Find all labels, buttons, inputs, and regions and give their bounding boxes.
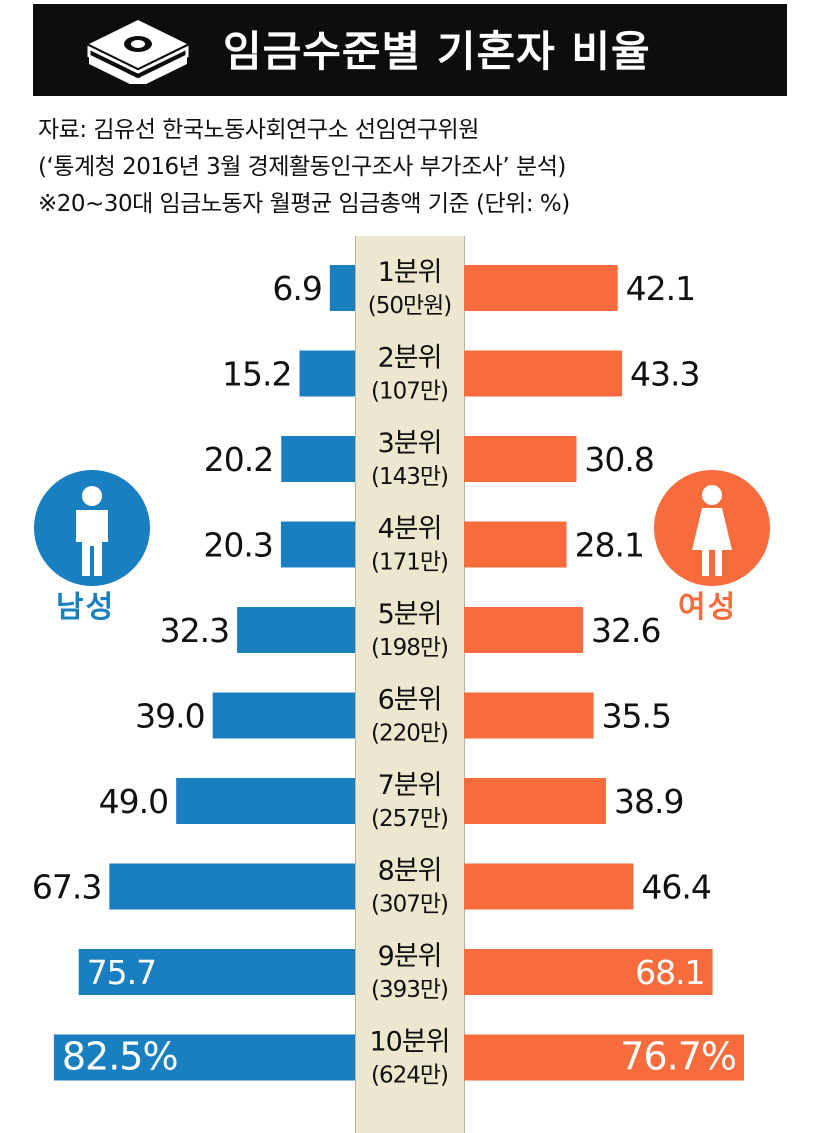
male-value-label: 6.9	[272, 269, 321, 308]
category-band	[355, 236, 465, 1133]
female-value-label: 32.6	[591, 611, 660, 650]
female-bar	[464, 949, 713, 995]
category-label: 6분위	[378, 685, 442, 716]
wage-label: (198만)	[371, 635, 448, 661]
female-value-label: 35.5	[602, 697, 671, 736]
category-label: 9분위	[378, 941, 442, 972]
wage-label: (393만)	[371, 977, 448, 1003]
male-value-label: 32.3	[160, 611, 229, 650]
title-bar: 임금수준별 기혼자 비율	[33, 4, 787, 96]
male-label: 남성	[56, 590, 116, 625]
male-bar	[109, 863, 355, 910]
female-value-label: 76.7%	[620, 1035, 736, 1079]
male-bar	[212, 692, 355, 739]
male-bar	[299, 350, 355, 397]
male-value-label: 82.5%	[62, 1035, 178, 1079]
page-title: 임금수준별 기혼자 비율	[223, 27, 651, 76]
female-value-label: 28.1	[575, 526, 644, 565]
female-bar	[464, 778, 606, 824]
female-label: 여성	[678, 590, 738, 625]
female-bar	[464, 692, 594, 739]
female-bar	[464, 265, 618, 311]
male-bar	[237, 607, 355, 653]
female-bar	[464, 1034, 744, 1081]
category-label: 7분위	[378, 770, 442, 801]
male-bar	[78, 949, 355, 995]
category-label: 8분위	[378, 856, 442, 887]
wage-label: (257만)	[371, 806, 448, 832]
category-label: 3분위	[378, 428, 442, 459]
male-value-label: 20.2	[204, 440, 273, 479]
male-bar	[53, 1034, 355, 1081]
wage-label: (107만)	[371, 379, 448, 405]
female-value-label: 42.1	[626, 269, 695, 308]
source-line-1: 자료: 김유선 한국노동사회연구소 선임연구위원	[38, 117, 479, 143]
female-value-label: 43.3	[630, 355, 699, 394]
female-bar	[464, 350, 623, 397]
female-value-label: 30.8	[584, 440, 653, 479]
female-bar	[464, 607, 583, 653]
male-bar	[281, 436, 355, 482]
female-value-label: 68.1	[635, 953, 704, 992]
female-bar	[464, 521, 567, 568]
male-value-label: 49.0	[99, 782, 168, 821]
category-label: 5분위	[378, 599, 442, 630]
male-value-label: 15.2	[222, 355, 291, 394]
man-icon	[34, 470, 150, 586]
male-bar	[280, 521, 355, 568]
money-stack-icon	[87, 20, 189, 84]
male-value-label: 39.0	[135, 697, 204, 736]
wage-label: (50만원)	[368, 293, 452, 319]
female-value-label: 38.9	[614, 782, 683, 821]
female-bar	[464, 436, 577, 482]
male-value-label: 20.3	[203, 526, 272, 565]
category-label: 1분위	[378, 257, 442, 288]
source-line-3: ※20~30대 임금노동자 월평균 임금총액 기준 (단위: %)	[38, 191, 570, 217]
male-bar	[176, 778, 355, 824]
male-value-label: 67.3	[32, 868, 101, 907]
male-value-label: 75.7	[87, 953, 156, 992]
category-label: 4분위	[378, 514, 442, 545]
source-line-2: (‘통계청 2016년 3월 경제활동인구조사 부가조사’ 분석)	[38, 154, 566, 180]
female-value-label: 46.4	[641, 868, 710, 907]
wage-label: (143만)	[371, 464, 448, 490]
wage-label: (220만)	[371, 721, 448, 747]
category-label: 10분위	[369, 1027, 449, 1058]
category-label: 2분위	[378, 343, 442, 374]
wage-label: (624만)	[371, 1063, 448, 1089]
female-bar	[464, 863, 634, 910]
wage-label: (171만)	[371, 550, 448, 576]
woman-icon	[654, 470, 770, 586]
male-bar	[329, 265, 355, 311]
wage-label: (307만)	[371, 892, 448, 918]
